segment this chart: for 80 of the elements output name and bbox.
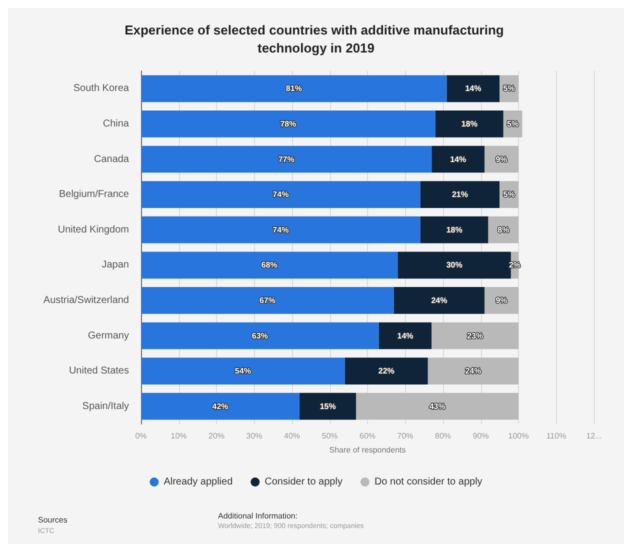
x-tick-label: 100%: [508, 432, 529, 440]
chart-title: Experience of selected countries with additive manufacturing technology in 2019: [124, 22, 508, 56]
data-label: 78%: [280, 119, 296, 128]
bar: [435, 110, 504, 138]
y-tick-label: Canada: [94, 154, 130, 165]
legend-label: Already applied: [164, 476, 233, 488]
data-label: 74%: [272, 190, 289, 200]
bar: [141, 358, 345, 384]
x-tick-label: 12...: [586, 432, 602, 440]
legend-label: Do not consider to apply: [374, 476, 482, 488]
y-tick-label: South Korea: [73, 83, 130, 94]
bar: [344, 358, 428, 384]
bar: [141, 146, 432, 173]
y-tick-label: China: [102, 118, 130, 130]
bar: [484, 287, 518, 314]
bar: [141, 75, 447, 102]
y-tick-label: Japan: [102, 260, 129, 271]
bar: [300, 392, 356, 420]
data-label: 22%: [378, 366, 394, 376]
data-label: 14%: [397, 331, 414, 340]
y-tick-label: Germany: [88, 330, 129, 342]
data-label: 54%: [234, 366, 251, 376]
data-label: 63%: [252, 331, 268, 340]
data-label: 24%: [431, 296, 448, 305]
x-tick-label: 80%: [434, 432, 452, 440]
x-tick-label: 40%: [284, 432, 300, 440]
x-tick-label: 90%: [472, 432, 489, 440]
data-label: 74%: [272, 225, 289, 234]
bar: [394, 287, 485, 314]
data-label: 77%: [278, 154, 294, 164]
bar: [141, 181, 420, 208]
data-label: 21%: [452, 190, 468, 200]
bar: [378, 322, 432, 350]
data-label: 68%: [261, 260, 278, 270]
bar: [141, 322, 379, 350]
data-label: 18%: [461, 119, 478, 128]
x-tick-label: 0%: [135, 432, 147, 440]
bar: [432, 146, 485, 173]
bar: [141, 392, 300, 420]
data-label: 9%: [496, 154, 508, 164]
bar: [432, 322, 518, 350]
bar: [420, 216, 488, 244]
data-label: 5%: [503, 84, 515, 94]
bar: [141, 287, 394, 314]
bar: [141, 216, 420, 244]
y-tick-label: United Kingdom: [58, 224, 129, 236]
x-tick-label: 50%: [322, 432, 338, 440]
x-tick-label: 60%: [359, 432, 376, 440]
bar: [398, 252, 511, 279]
text: Additional Information:: [218, 512, 298, 520]
data-label: 42%: [212, 402, 228, 411]
data-label: 14%: [465, 84, 482, 94]
data-label: 14%: [450, 154, 466, 164]
data-label: 30%: [446, 260, 462, 270]
y-tick-label: Spain/Italy: [82, 400, 129, 412]
data-label: 43%: [429, 402, 446, 411]
bar: [428, 358, 518, 384]
data-label: 15%: [320, 402, 336, 411]
bar: [446, 75, 500, 102]
data-label: 81%: [286, 84, 302, 94]
y-tick-label: United States: [68, 366, 129, 377]
data-label: 8%: [498, 225, 510, 234]
x-tick-label: 110%: [546, 432, 566, 440]
data-label: 67%: [259, 296, 276, 305]
legend-label: Consider to apply: [264, 476, 342, 488]
x-tick-label: 70%: [397, 432, 414, 440]
data-label: 18%: [446, 225, 462, 234]
bar: [141, 252, 398, 279]
bar: [356, 392, 518, 420]
y-tick-label: Austria/Switzerland: [43, 294, 129, 306]
bar: [420, 181, 500, 208]
text: Sources: [38, 516, 68, 524]
x-tick-label: 20%: [208, 432, 225, 440]
x-tick-label: 30%: [246, 432, 262, 440]
y-tick-label: Belgium/France: [58, 189, 130, 200]
data-label: 9%: [496, 296, 508, 305]
data-label: 5%: [503, 190, 515, 200]
bar: [141, 110, 436, 138]
x-tick-label: 10%: [170, 432, 187, 440]
x-axis-title: Share of respondents: [329, 446, 406, 454]
